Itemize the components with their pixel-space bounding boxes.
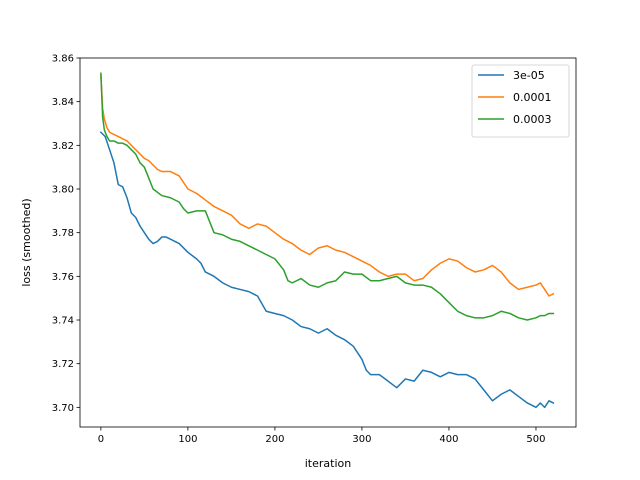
y-tick-label: 3.70: [52, 403, 74, 414]
x-tick-label: 0: [98, 434, 104, 445]
x-tick-label: 500: [526, 434, 545, 445]
plot-area-frame: [79, 57, 577, 428]
y-axis: 3.70 3.72 3.74 3.76 3.78 3.80 3.82 3.84 3.86: [52, 54, 80, 414]
y-tick-label: 3.78: [52, 228, 74, 239]
y-tick-label: 3.86: [52, 54, 74, 65]
y-tick-label: 3.74: [52, 316, 74, 327]
x-tick-label: 200: [265, 434, 284, 445]
series-line-1: [100, 74, 555, 297]
y-axis-label: loss (smoothed): [20, 198, 33, 286]
y-tick-label: 3.80: [52, 185, 74, 196]
legend: 3e-05 0.0001 0.0003: [471, 64, 570, 138]
x-tick-label: 400: [439, 434, 458, 445]
x-tick-label: 100: [178, 434, 197, 445]
y-tick-label: 3.84: [52, 97, 74, 108]
x-axis: 0 100 200 300 400 500: [98, 427, 546, 445]
y-tick-label: 3.76: [52, 272, 74, 283]
y-tick-label: 3.82: [52, 141, 74, 152]
x-axis-label: iteration: [305, 457, 351, 470]
y-tick-label: 3.72: [52, 359, 74, 370]
series-layer: [99, 72, 555, 409]
series-line-0: [99, 131, 555, 409]
legend-label-1: 0.0001: [513, 91, 552, 104]
legend-label-2: 0.0003: [513, 113, 552, 126]
x-tick-label: 300: [352, 434, 371, 445]
legend-label-0: 3e-05: [513, 69, 545, 82]
series-line-2: [100, 72, 555, 321]
